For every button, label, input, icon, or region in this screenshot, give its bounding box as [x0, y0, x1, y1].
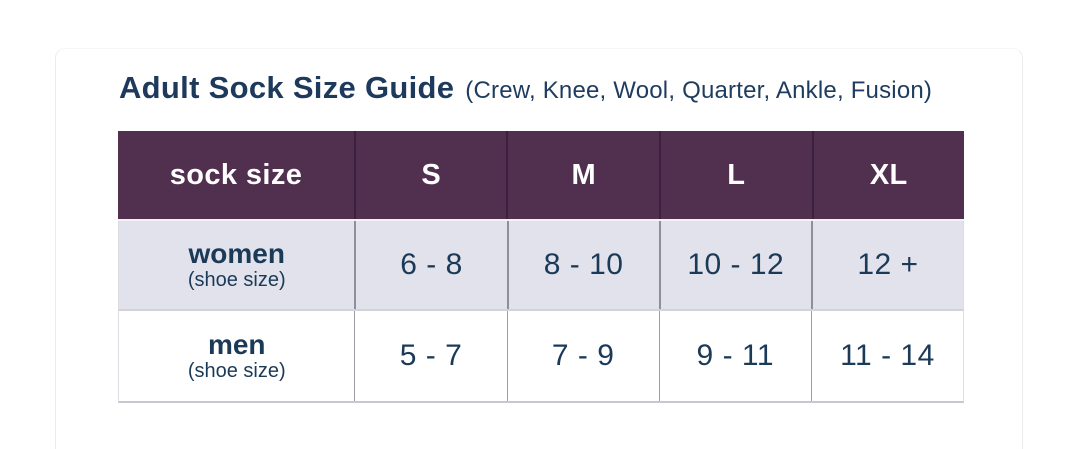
cell-women-l: 10 - 12	[658, 221, 811, 309]
header-cell-size-s: S	[354, 131, 506, 219]
title-row: Adult Sock Size Guide (Crew, Knee, Wool,…	[119, 70, 932, 106]
cell-women-xl: 12 +	[810, 221, 963, 309]
row-label-men: men	[207, 329, 266, 361]
size-guide-card: Adult Sock Size Guide (Crew, Knee, Wool,…	[55, 48, 1023, 449]
row-sublabel-women: (shoe size)	[187, 269, 286, 292]
size-table: sock size S M L XL women (shoe size) 6 -…	[118, 131, 964, 403]
header-cell-size-l: L	[659, 131, 812, 219]
page-title: Adult Sock Size Guide	[119, 70, 455, 105]
row-header-women: women (shoe size)	[119, 221, 354, 309]
page-subtitle: (Crew, Knee, Wool, Quarter, Ankle, Fusio…	[465, 77, 933, 104]
header-cell-size-m: M	[506, 131, 659, 219]
cell-men-m: 7 - 9	[506, 311, 659, 401]
cell-women-s: 6 - 8	[354, 221, 506, 309]
header-cell-sock-size: sock size	[169, 158, 303, 191]
row-sublabel-men: (shoe size)	[187, 360, 286, 383]
cell-men-s: 5 - 7	[354, 311, 506, 401]
row-header-men: men (shoe size)	[119, 311, 354, 401]
table-header-row: sock size S M L XL	[118, 131, 964, 221]
cell-men-xl: 11 - 14	[810, 311, 963, 401]
cell-men-l: 9 - 11	[658, 311, 811, 401]
table-row-women: women (shoe size) 6 - 8 8 - 10 10 - 12 1…	[118, 221, 964, 311]
cell-women-m: 8 - 10	[506, 221, 659, 309]
table-row-men: men (shoe size) 5 - 7 7 - 9 9 - 11 11 - …	[118, 311, 964, 403]
header-cell-size-xl: XL	[811, 131, 964, 219]
row-label-women: women	[188, 238, 285, 270]
